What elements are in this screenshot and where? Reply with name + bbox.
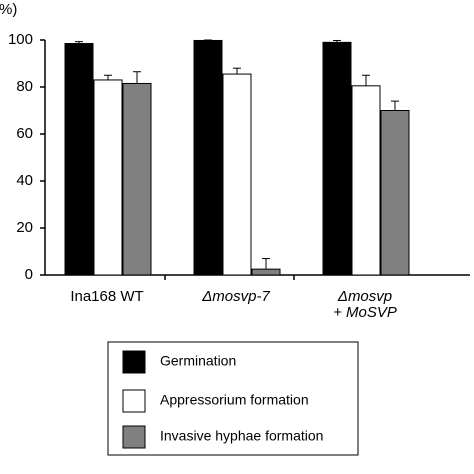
bar xyxy=(93,79,123,276)
bar xyxy=(322,41,352,276)
x-tick-label: + MoSVP xyxy=(333,304,397,321)
x-tick-label: Δmosvp-7 xyxy=(201,288,270,305)
error-bar xyxy=(104,74,112,80)
bar xyxy=(351,85,381,276)
legend-swatch xyxy=(122,350,146,374)
legend-label: Appressorium formation xyxy=(160,392,309,408)
error-bar xyxy=(362,74,370,86)
error-bar xyxy=(333,39,341,43)
x-tick-label: Δmosvp xyxy=(337,288,392,305)
error-bar xyxy=(391,100,399,111)
error-bar xyxy=(75,41,83,44)
y-tick-label: 60 xyxy=(16,125,33,142)
y-tick-label: 80 xyxy=(16,78,33,95)
y-axis-label: (%) xyxy=(0,1,17,18)
y-tick-label: 20 xyxy=(16,219,33,236)
y-tick-label: 40 xyxy=(16,172,33,189)
bar xyxy=(222,73,252,276)
bar xyxy=(380,110,410,276)
legend-label: Germination xyxy=(160,353,236,369)
bar xyxy=(64,43,94,276)
y-tick-label: 100 xyxy=(8,31,33,48)
error-bar xyxy=(262,258,270,270)
y-tick-label: 0 xyxy=(25,266,33,283)
error-bar xyxy=(133,71,141,84)
legend-box xyxy=(107,341,359,456)
legend-swatch xyxy=(122,425,146,449)
error-bar xyxy=(233,67,241,75)
bar xyxy=(193,39,223,276)
legend: Germination Appressorium formation Invasiv… xyxy=(107,341,359,456)
legend-label: Invasive hyphae formation xyxy=(160,428,323,444)
legend-swatch xyxy=(122,389,146,413)
bar xyxy=(251,268,281,276)
bar xyxy=(122,82,152,276)
x-tick-label: Ina168 WT xyxy=(70,288,143,305)
